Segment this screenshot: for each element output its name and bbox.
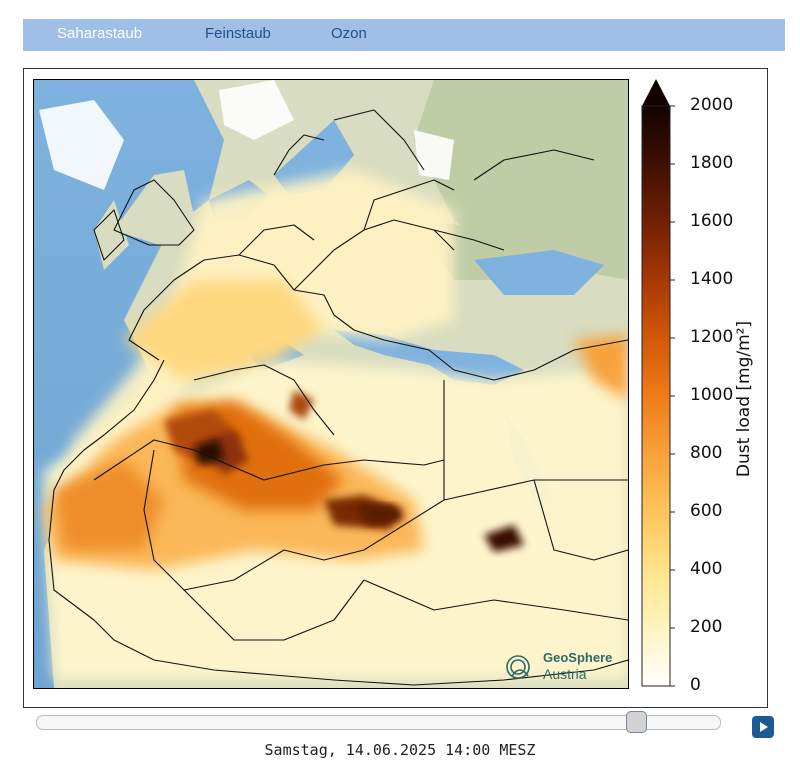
play-icon	[760, 722, 768, 732]
forecast-timestamp: Samstag, 14.06.2025 14:00 MESZ	[264, 741, 536, 759]
coastlines-and-borders	[48, 109, 628, 686]
play-button[interactable]	[752, 716, 774, 738]
colorbar-tick-label: 1800	[690, 153, 734, 173]
colorbar-tick-label: 0	[690, 675, 701, 695]
timeline-slider-thumb[interactable]	[626, 711, 648, 733]
colorbar-tick-label: 800	[690, 443, 723, 463]
product-tab-bar: Saharastaub Feinstaub Ozon	[23, 19, 785, 51]
colorbar-tick-label: 200	[690, 617, 723, 637]
colorbar	[641, 79, 675, 687]
colorbar-ticks	[670, 105, 675, 687]
colorbar-tick-label: 1000	[690, 385, 734, 405]
dust-map	[33, 79, 629, 689]
colorbar-tick-label: 400	[690, 559, 723, 579]
colorbar-tick-label: 1400	[690, 269, 734, 289]
tab-ozon[interactable]: Ozon	[331, 25, 367, 42]
colorbar-tick-label: 1600	[690, 211, 734, 231]
attribution-line2: Austria	[543, 666, 587, 682]
colorbar-tick-label: 600	[690, 501, 723, 521]
tab-feinstaub[interactable]: Feinstaub	[205, 25, 271, 42]
geosphere-logo-icon	[506, 655, 530, 679]
colorbar-tick-label: 2000	[690, 95, 734, 115]
colorbar-tick-label: 1200	[690, 327, 734, 347]
dust-layer	[44, 170, 628, 680]
no-data-areas	[39, 80, 454, 190]
colorbar-fill	[641, 105, 671, 687]
tab-saharastaub[interactable]: Saharastaub	[57, 25, 143, 42]
timeline-slider-track[interactable]	[36, 715, 721, 730]
colorbar-extend-arrow	[642, 79, 670, 106]
attribution-line1: GeoSphere	[543, 650, 613, 665]
colorbar-title: Dust load [mg/m²]	[734, 320, 754, 478]
